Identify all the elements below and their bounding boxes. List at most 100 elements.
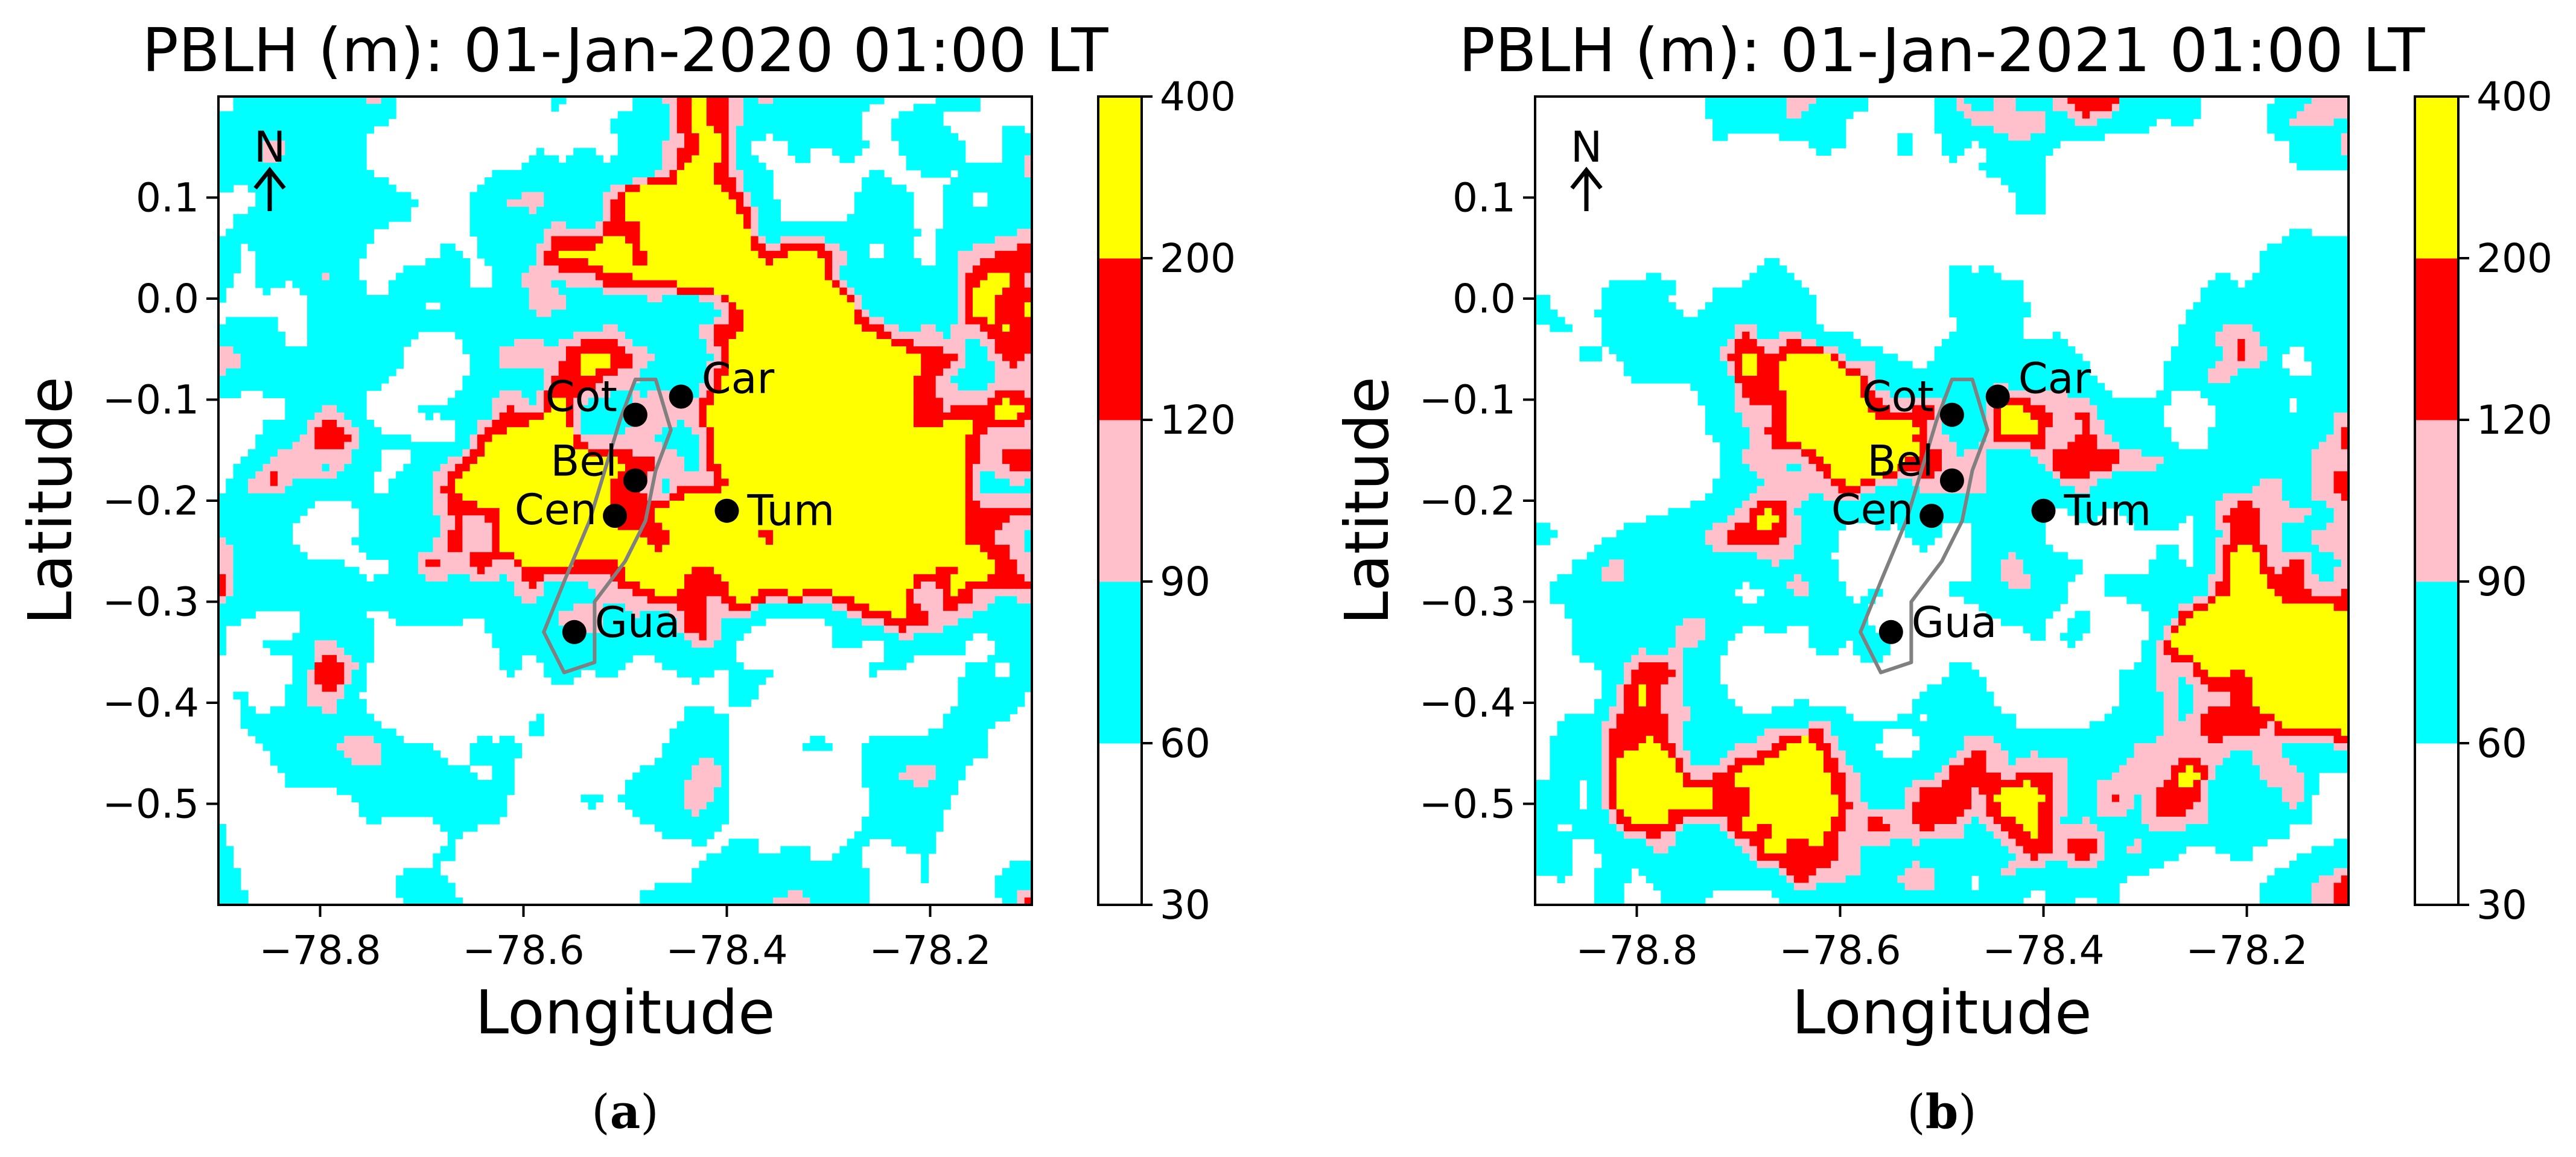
pblh-cell — [1757, 824, 1772, 832]
pblh-cell — [699, 464, 707, 472]
pblh-cell — [728, 104, 744, 112]
pblh-cell — [1801, 530, 1839, 538]
pblh-cell — [462, 449, 471, 457]
pblh-cell — [2001, 772, 2017, 781]
pblh-cell — [2267, 545, 2283, 553]
pblh-cell — [433, 816, 500, 825]
pblh-cell — [248, 728, 396, 737]
pblh-cell — [1986, 824, 2002, 832]
pblh-cell — [529, 265, 559, 273]
pblh-cell — [1927, 684, 1987, 693]
pblh-cell — [736, 206, 751, 215]
pblh-cell — [2222, 515, 2260, 524]
pblh-cell — [662, 294, 700, 303]
pblh-cell — [2104, 846, 2127, 854]
pblh-cell — [1609, 809, 1617, 817]
pblh-cell — [1786, 868, 1817, 876]
pblh-cell — [862, 618, 885, 626]
pblh-cell — [2038, 456, 2053, 464]
pblh-cell — [514, 405, 544, 413]
pblh-cell — [2001, 559, 2024, 568]
pblh-cell — [913, 405, 944, 413]
pblh-cell — [1912, 802, 1972, 810]
pblh-cell — [958, 258, 981, 266]
pblh-cell — [906, 610, 929, 619]
pblh-cell — [1742, 390, 1787, 399]
pblh-cell — [1852, 765, 1942, 773]
pblh-cell — [1919, 691, 1994, 700]
pblh-cell — [2311, 361, 2349, 369]
pblh-cell — [1631, 816, 1669, 825]
pblh-cell — [2318, 875, 2342, 884]
pblh-cell — [433, 537, 448, 545]
pblh-cell — [655, 353, 714, 362]
station-marker — [1939, 468, 1964, 493]
pblh-cell — [1697, 398, 1735, 406]
pblh-cell — [1609, 794, 1617, 803]
pblh-cell — [2090, 398, 2172, 406]
pblh-cell — [2008, 846, 2024, 854]
pblh-cell — [928, 779, 959, 788]
pblh-cell — [2075, 434, 2097, 443]
pblh-cell — [337, 405, 367, 413]
pblh-cell — [2015, 104, 2053, 112]
pblh-cell — [1823, 346, 1839, 354]
pblh-cell — [684, 787, 714, 795]
station-label: Cot — [545, 372, 617, 422]
pblh-cell — [1986, 471, 2053, 480]
pblh-cell — [1772, 743, 1787, 751]
pblh-cell — [2222, 530, 2231, 538]
pblh-cell — [2082, 427, 2090, 435]
pblh-cell — [1949, 294, 2024, 303]
pblh-cell — [1860, 478, 1876, 487]
pblh-cell — [558, 361, 582, 369]
pblh-cell — [1705, 405, 1735, 413]
pblh-cell — [751, 596, 766, 604]
pblh-cell — [1971, 794, 1987, 803]
pblh-cell — [1757, 324, 1824, 332]
pblh-cell — [322, 655, 337, 663]
pblh-cell — [1793, 875, 1810, 884]
pblh-cell — [994, 875, 1032, 884]
pblh-cell — [987, 633, 1032, 641]
pblh-cell — [499, 647, 737, 656]
pblh-cell — [1912, 728, 2164, 737]
pblh-cell — [1616, 721, 1669, 729]
pblh-cell — [869, 317, 885, 325]
pblh-cell — [358, 427, 382, 435]
pblh-cell — [2208, 706, 2260, 714]
pblh-cell — [751, 192, 774, 200]
pblh-cell — [603, 265, 825, 273]
pblh-cell — [1801, 501, 2216, 509]
pblh-cell — [1801, 339, 1817, 347]
pblh-cell — [226, 317, 278, 325]
pblh-cell — [433, 486, 441, 494]
pblh-cell — [662, 155, 678, 163]
pblh-cell — [2156, 735, 2209, 744]
pblh-cell — [965, 530, 996, 538]
pblh-cell — [2163, 633, 2172, 641]
station-marker — [623, 402, 647, 427]
pblh-cell — [714, 566, 937, 575]
pblh-cell — [2282, 750, 2349, 758]
pblh-cell — [1897, 464, 1942, 472]
pblh-cell — [773, 133, 862, 141]
pblh-cell — [292, 280, 367, 288]
pblh-cell — [492, 640, 692, 648]
pblh-cell — [2104, 427, 2172, 435]
pblh-cell — [2333, 743, 2349, 751]
pblh-cell — [935, 390, 996, 399]
pblh-cell — [1624, 670, 1632, 677]
pblh-cell — [2230, 670, 2246, 677]
pblh-cell — [2156, 809, 2186, 817]
pblh-cell — [2341, 875, 2349, 884]
pblh-cell — [1713, 772, 1735, 781]
pblh-cell — [1579, 353, 1602, 362]
pblh-cell — [307, 302, 426, 310]
pblh-cell — [1024, 478, 1032, 487]
pblh-cell — [469, 758, 515, 766]
pblh-cell — [743, 192, 751, 200]
pblh-cell — [573, 331, 626, 340]
pblh-cell — [958, 603, 988, 612]
pblh-cell — [913, 104, 981, 112]
